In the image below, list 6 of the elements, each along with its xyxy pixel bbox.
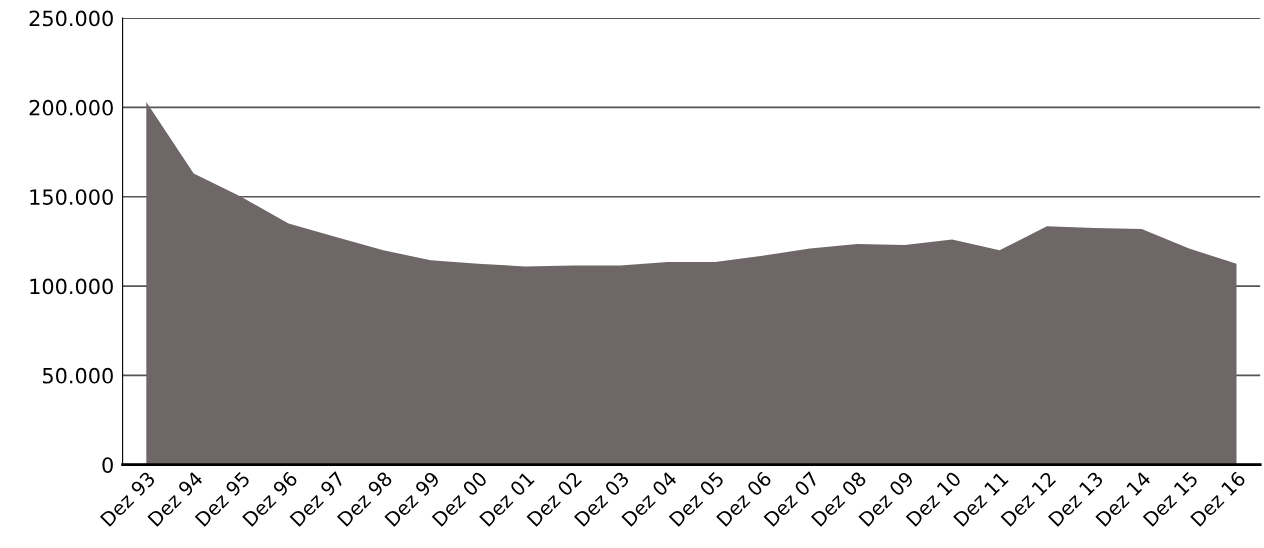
y-tick-label: 150.000 (30, 189, 113, 205)
y-tick-label: 100.000 (30, 278, 113, 295)
y-tick-label: 200.000 (29, 99, 113, 116)
y-tick-label: 0 (102, 457, 113, 473)
y-tick-label: 250.000 (29, 10, 113, 27)
y-tick-label: 50.000 (42, 367, 113, 384)
